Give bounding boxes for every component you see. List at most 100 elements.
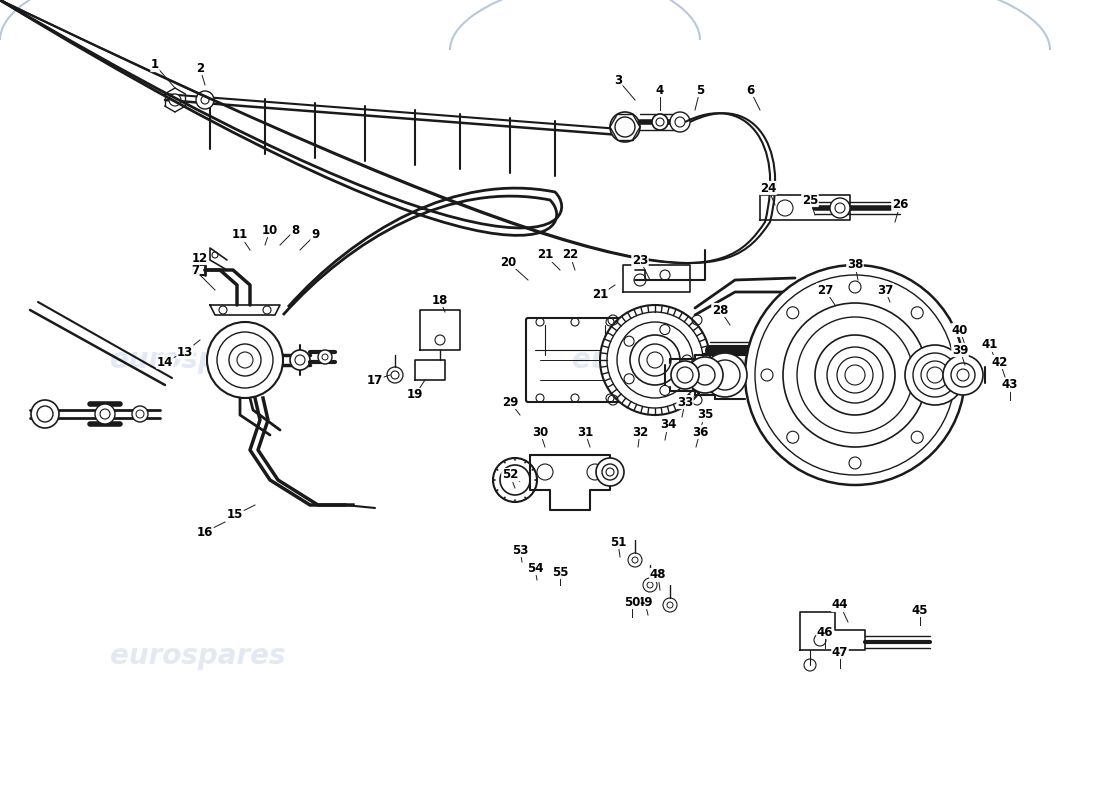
Text: 19: 19: [407, 389, 424, 402]
Circle shape: [815, 335, 895, 415]
Text: 30: 30: [532, 426, 548, 438]
Circle shape: [132, 406, 148, 422]
Text: 1: 1: [151, 58, 160, 71]
Text: 46: 46: [816, 626, 834, 638]
Text: 50: 50: [624, 595, 640, 609]
Circle shape: [921, 361, 949, 389]
Circle shape: [957, 369, 969, 381]
Circle shape: [639, 344, 671, 376]
Circle shape: [100, 409, 110, 419]
Text: 3: 3: [614, 74, 623, 86]
Circle shape: [217, 332, 273, 388]
Circle shape: [318, 350, 332, 364]
Circle shape: [647, 352, 663, 368]
Text: 7: 7: [191, 263, 199, 277]
Circle shape: [755, 275, 955, 475]
Text: 48: 48: [650, 569, 667, 582]
Circle shape: [905, 345, 965, 405]
Circle shape: [688, 357, 723, 393]
Circle shape: [196, 91, 214, 109]
Text: eurospares: eurospares: [110, 642, 286, 670]
Text: OIL: OIL: [509, 477, 520, 483]
Circle shape: [695, 365, 715, 385]
Circle shape: [927, 367, 943, 383]
Circle shape: [290, 350, 310, 370]
Text: 53: 53: [512, 543, 528, 557]
Text: 20: 20: [499, 255, 516, 269]
Circle shape: [95, 404, 116, 424]
Text: 38: 38: [847, 258, 864, 271]
Text: 32: 32: [631, 426, 648, 438]
Circle shape: [610, 112, 640, 142]
Text: 55: 55: [552, 566, 569, 578]
Circle shape: [943, 355, 983, 395]
Circle shape: [169, 94, 182, 106]
Text: 33: 33: [676, 395, 693, 409]
Text: 37: 37: [877, 283, 893, 297]
Text: 31: 31: [576, 426, 593, 438]
Circle shape: [31, 400, 59, 428]
Circle shape: [703, 353, 747, 397]
Text: 35: 35: [696, 409, 713, 422]
Circle shape: [600, 305, 710, 415]
Text: 40: 40: [952, 323, 968, 337]
Text: 44: 44: [832, 598, 848, 611]
Circle shape: [207, 322, 283, 398]
Circle shape: [827, 347, 883, 403]
Text: 13: 13: [177, 346, 194, 358]
Text: 54: 54: [527, 562, 543, 574]
Circle shape: [37, 406, 53, 422]
Circle shape: [596, 458, 624, 486]
Circle shape: [845, 365, 865, 385]
Text: 17: 17: [367, 374, 383, 386]
Circle shape: [656, 118, 664, 126]
Text: 27: 27: [817, 283, 833, 297]
Circle shape: [630, 335, 680, 385]
Circle shape: [201, 96, 209, 104]
Text: 8: 8: [290, 223, 299, 237]
Circle shape: [670, 112, 690, 132]
Text: 12: 12: [191, 251, 208, 265]
Circle shape: [675, 117, 685, 127]
Circle shape: [606, 468, 614, 476]
Circle shape: [229, 344, 261, 376]
Circle shape: [652, 114, 668, 130]
Circle shape: [500, 465, 530, 495]
Text: 29: 29: [502, 395, 518, 409]
Circle shape: [798, 317, 913, 433]
Text: 39: 39: [952, 343, 968, 357]
Circle shape: [952, 363, 975, 387]
Circle shape: [745, 265, 965, 485]
Text: 28: 28: [712, 303, 728, 317]
Text: 18: 18: [432, 294, 448, 306]
Circle shape: [617, 322, 693, 398]
Circle shape: [676, 367, 693, 383]
Circle shape: [783, 303, 927, 447]
Text: 11: 11: [232, 229, 249, 242]
Circle shape: [295, 355, 305, 365]
Circle shape: [913, 353, 957, 397]
Text: 52: 52: [502, 469, 518, 482]
Text: 16: 16: [197, 526, 213, 538]
Text: 21: 21: [537, 249, 553, 262]
Text: 10: 10: [262, 223, 278, 237]
Text: 4: 4: [656, 83, 664, 97]
Text: 49: 49: [637, 595, 653, 609]
Text: 15: 15: [227, 509, 243, 522]
Circle shape: [136, 410, 144, 418]
Text: 36: 36: [692, 426, 708, 438]
Text: 42: 42: [992, 355, 1009, 369]
Text: 23: 23: [631, 254, 648, 266]
Text: 51: 51: [609, 535, 626, 549]
Text: 41: 41: [982, 338, 998, 351]
Text: 45: 45: [912, 603, 928, 617]
Text: 6: 6: [746, 83, 755, 97]
Text: 24: 24: [760, 182, 777, 194]
Circle shape: [837, 357, 873, 393]
Text: 2: 2: [196, 62, 205, 74]
Circle shape: [835, 203, 845, 213]
Text: eurospares: eurospares: [572, 346, 748, 374]
Circle shape: [607, 312, 703, 408]
Circle shape: [671, 361, 698, 389]
Text: eurospares: eurospares: [110, 346, 286, 374]
